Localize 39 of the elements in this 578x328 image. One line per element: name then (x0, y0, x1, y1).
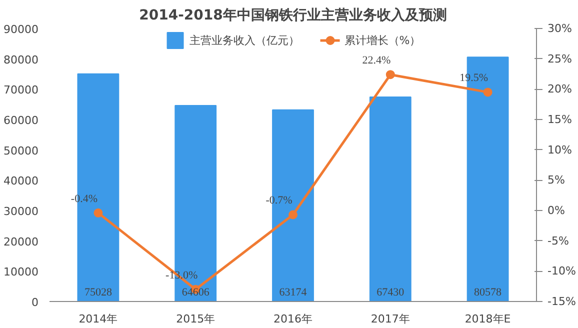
data-label: 64606 (182, 286, 210, 298)
y-tick-label: 30000 (4, 205, 39, 218)
x-tick-label: 2017年 (370, 312, 410, 326)
y2-tick-label: 5% (548, 174, 565, 187)
y-tick-label: 60000 (4, 114, 39, 127)
y-tick-label: 70000 (4, 84, 39, 97)
legend-label: 主营业务收入（亿元） (189, 32, 300, 48)
data-label: 67430 (376, 286, 405, 298)
y-tick-label: 90000 (4, 23, 39, 36)
data-label: 63174 (279, 286, 308, 298)
point (288, 210, 298, 220)
x-tick-label: 2014年 (78, 312, 118, 326)
data-label: 22.4% (362, 54, 391, 67)
y2-tick-label: 0% (548, 204, 565, 217)
chart-title: 2014-2018年中国钢铁行业主营业务收入及预测 (139, 6, 447, 24)
point (386, 70, 395, 80)
data-label: 80578 (474, 286, 502, 298)
y-tick-label: 50000 (4, 144, 39, 158)
y-tick-label: 80000 (4, 53, 39, 66)
y2-tick-label: -15% (548, 295, 576, 308)
data-label: 75028 (84, 286, 112, 298)
x-tick-label: 2015年 (176, 312, 216, 326)
y2-tick-label: 15% (548, 113, 572, 126)
point (483, 88, 492, 97)
legend-label: 累计增长（%） (344, 32, 421, 48)
point (94, 208, 103, 218)
y2-tick-label: 30% (548, 22, 572, 35)
y2-tick-label: -10% (548, 264, 576, 278)
y-tick-label: 0 (32, 296, 38, 309)
y-tick-label: 10000 (4, 266, 39, 279)
x-tick-label: 2018年E (464, 312, 511, 326)
y-tick-label: 20000 (4, 235, 39, 248)
bar (369, 96, 412, 302)
y2-tick-label: 20% (548, 82, 572, 96)
y2-tick-label: 10% (548, 143, 572, 156)
x-tick-label: 2016年 (274, 312, 313, 326)
y2-tick-label: -5% (548, 234, 569, 248)
y2-tick-label: 25% (548, 52, 572, 66)
y-tick-label: 40000 (4, 174, 39, 188)
